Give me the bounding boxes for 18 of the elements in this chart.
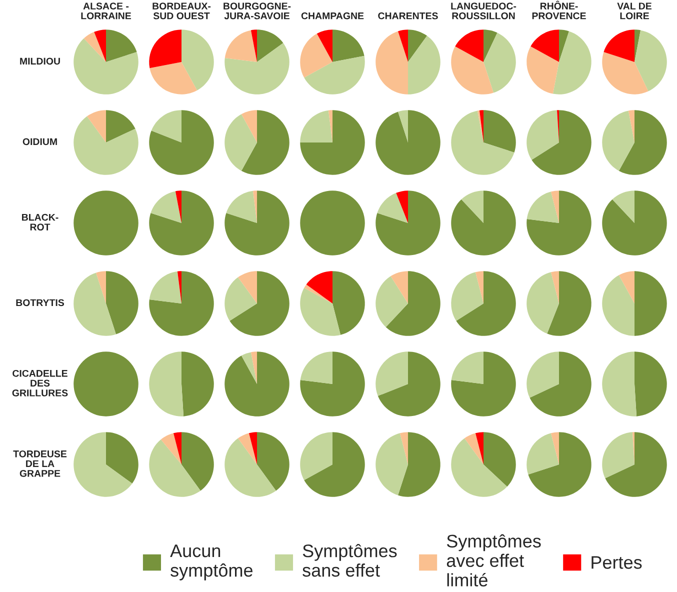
legend-label: Pertes — [592, 556, 642, 569]
text: BLACK- ROT — [22, 214, 58, 230]
text: TORDEUSE DE LA GRAPPE — [13, 450, 67, 477]
text: OIDIUM — [22, 138, 57, 146]
slice-label: LANGUEDOC- ROUSSILLON — [451, 2, 516, 20]
text: CICADELLE DES GRILLURES — [12, 370, 68, 396]
slice-label: RHÔNE- PROVENCE — [532, 0, 586, 20]
text: MILDIOU — [20, 58, 60, 65]
text: BOTRYTIS — [16, 299, 64, 306]
slice-label: CHARENTES — [378, 12, 438, 20]
slice-label: ALSACE - LORRAINE — [81, 2, 132, 20]
slice-label: CHAMPAGNE — [301, 12, 364, 20]
slice-label: VAL DE LOIRE — [617, 2, 652, 20]
slice-label: BOURGOGNE- JURA-SAVOIE — [224, 2, 291, 20]
legend-label: Symptômes sans effet — [302, 544, 397, 577]
legend-label: Symptômes avec effet limité — [446, 534, 541, 586]
legend-label: Aucun symptôme — [170, 544, 253, 580]
slice-label: BORDEAUX- SUD OUEST — [152, 2, 211, 20]
